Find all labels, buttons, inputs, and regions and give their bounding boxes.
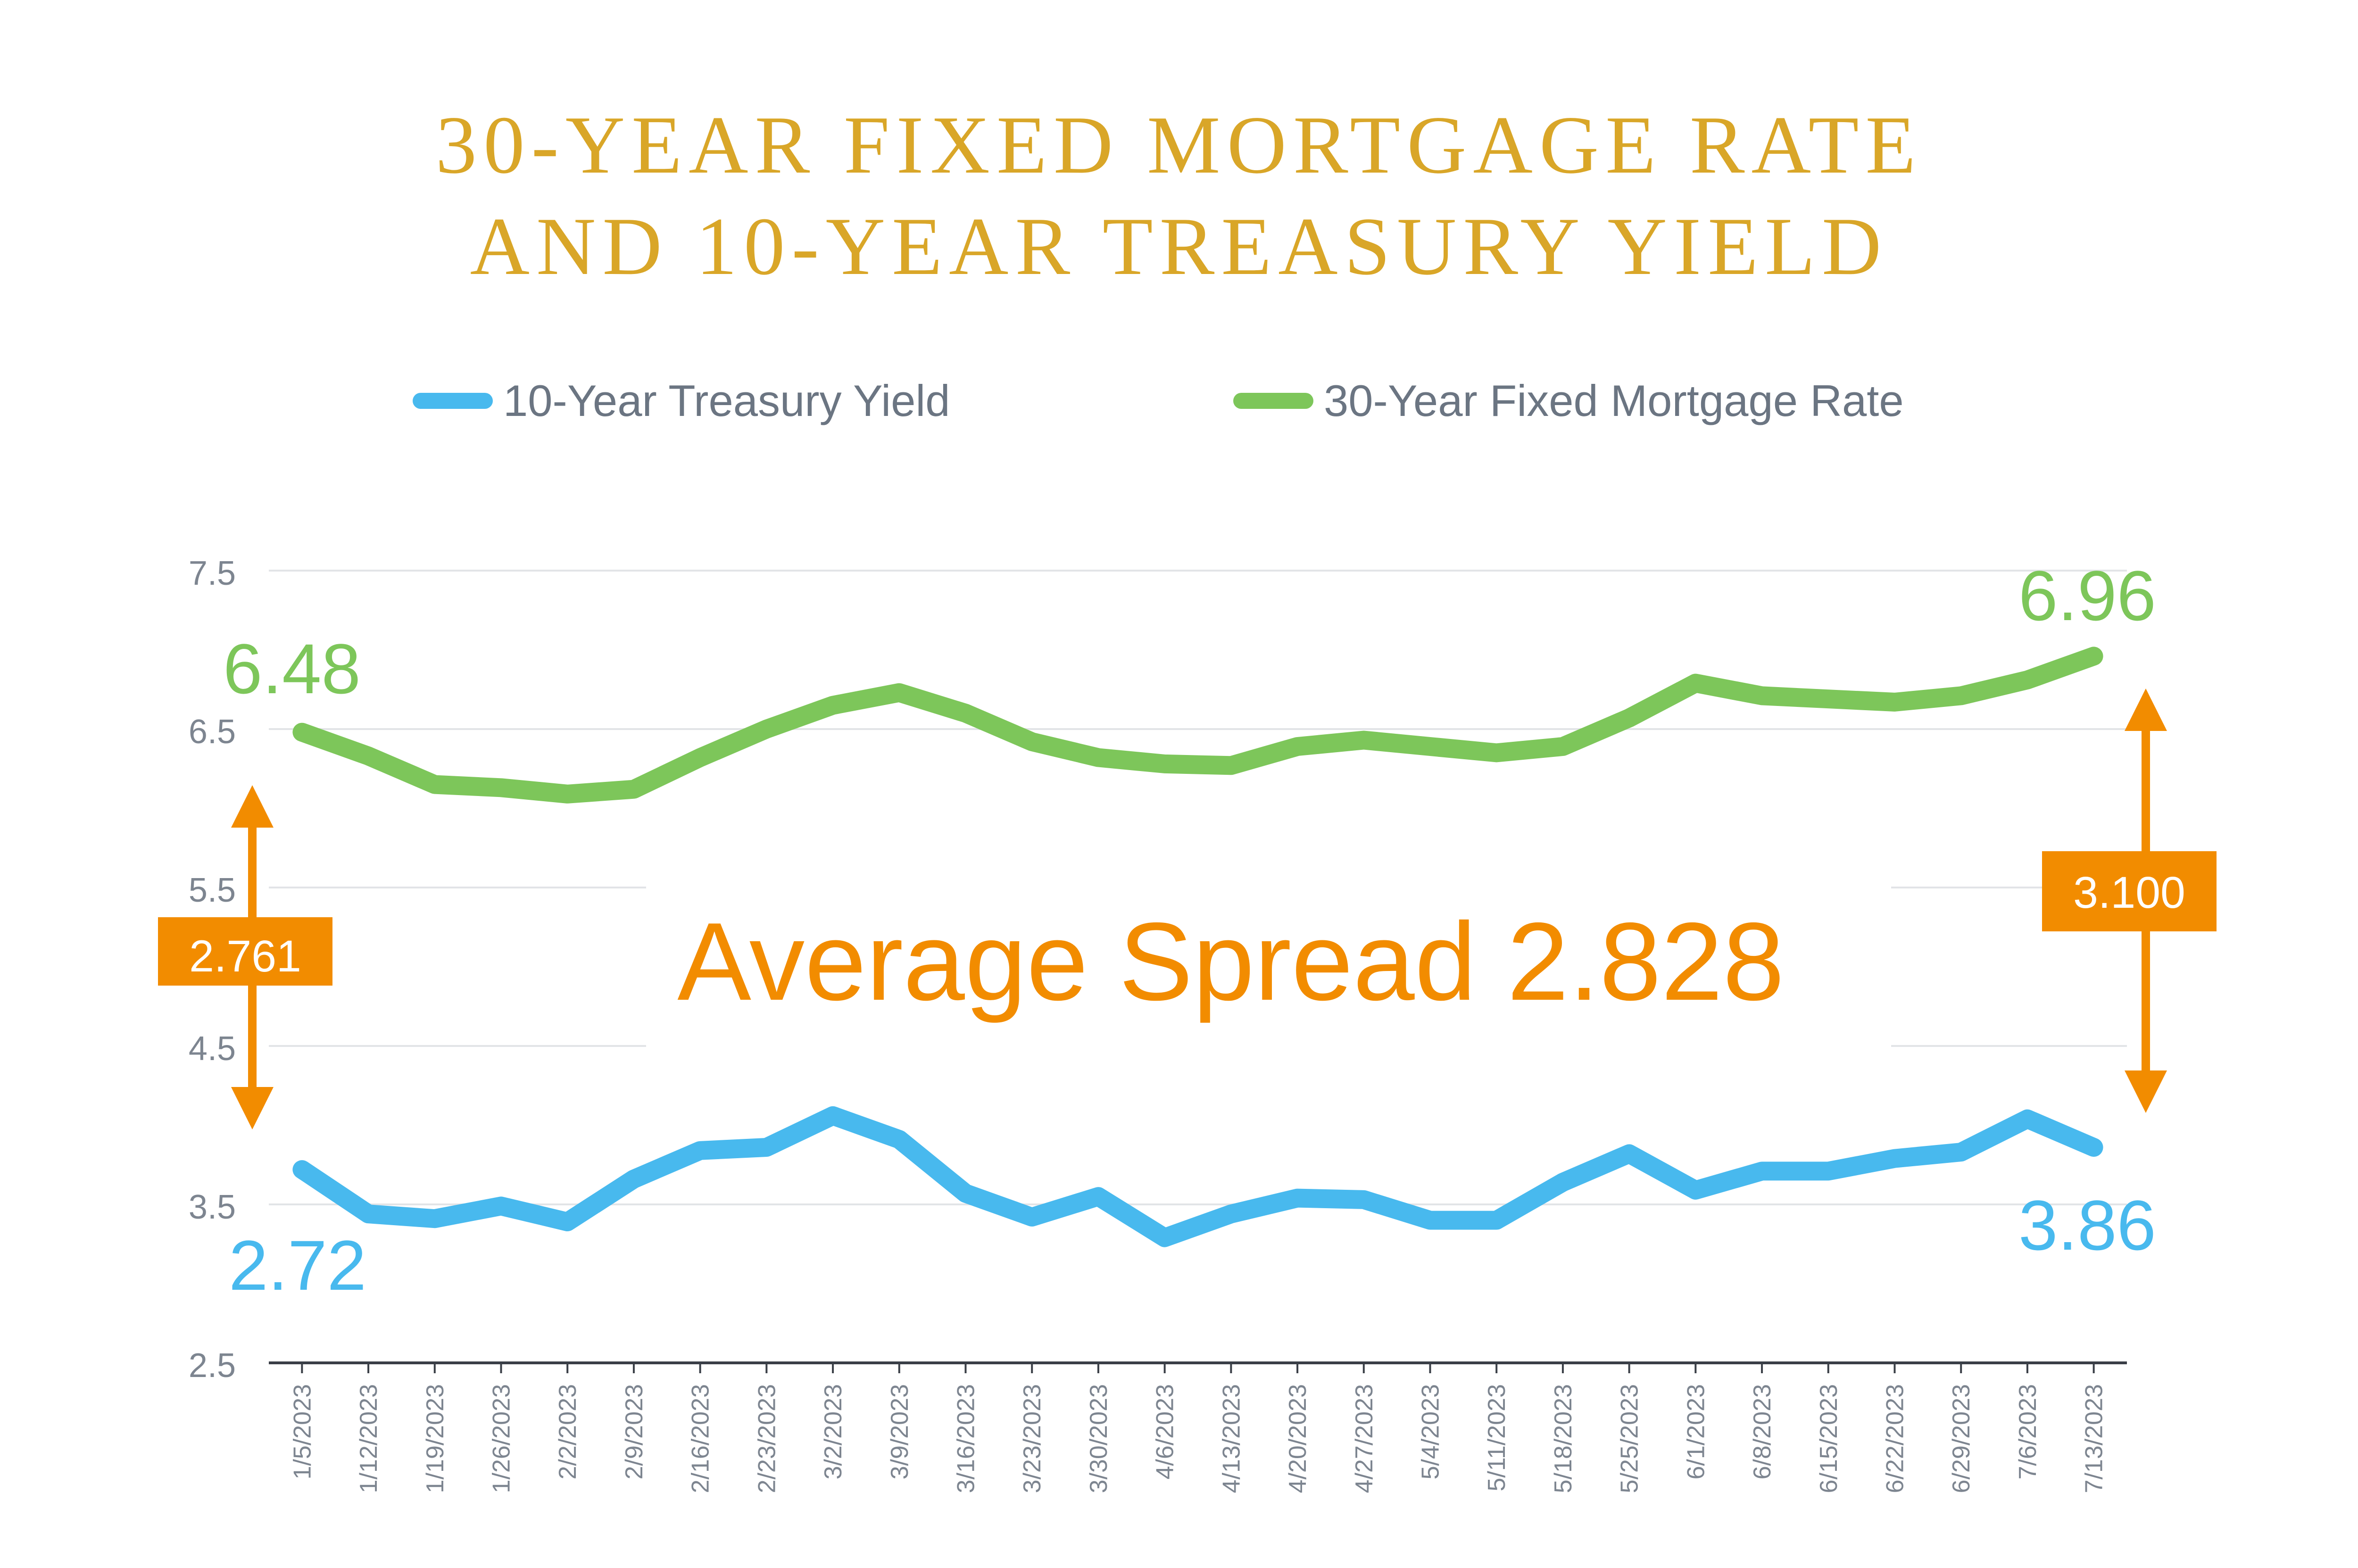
x-tick-label: 7/13/2023 (2081, 1384, 2108, 1493)
mortgage-start-label: 6.48 (223, 629, 361, 708)
x-tick-label: 6/1/2023 (1682, 1384, 1710, 1479)
x-tick-label: 3/30/2023 (1085, 1384, 1113, 1493)
spread-box-left-label: 2.761 (189, 931, 301, 981)
average-spread-label: Average Spread 2.828 (677, 899, 1784, 1023)
legend-label-mortgage: 30-Year Fixed Mortgage Rate (1324, 376, 1904, 425)
x-tick-label: 6/29/2023 (1948, 1384, 1975, 1493)
x-tick-label: 1/19/2023 (422, 1384, 449, 1493)
chart-title: 30-YEAR FIXED MORTGAGE RATE AND 10-YEAR … (0, 94, 2358, 297)
x-tick-label: 4/13/2023 (1218, 1384, 1245, 1493)
x-tick-label: 2/2/2023 (554, 1384, 581, 1479)
x-tick-label: 4/20/2023 (1284, 1384, 1312, 1493)
legend-item-treasury: 10-Year Treasury Yield (413, 373, 950, 429)
x-tick-label: 3/9/2023 (886, 1384, 913, 1479)
title-line-1: 30-YEAR FIXED MORTGAGE RATE (435, 99, 1923, 191)
y-tick-label: 3.5 (189, 1188, 236, 1226)
y-tick-label: 7.5 (189, 555, 236, 592)
x-tick-label: 3/2/2023 (820, 1384, 847, 1479)
x-tick-label: 7/6/2023 (2014, 1384, 2042, 1479)
average-spread-backing (646, 875, 1891, 1047)
y-tick-label: 6.5 (189, 713, 236, 751)
x-tick-label: 6/8/2023 (1749, 1384, 1776, 1479)
x-tick-label: 5/25/2023 (1616, 1384, 1644, 1493)
spread-box-left (158, 917, 332, 986)
x-tick-label: 1/5/2023 (289, 1384, 316, 1479)
spread-box-right-label: 3.100 (2073, 868, 2185, 918)
x-tick-label: 4/27/2023 (1351, 1384, 1378, 1493)
legend: 10-Year Treasury Yield 30-Year Fixed Mor… (0, 373, 2358, 429)
legend-swatch-mortgage (1233, 393, 1313, 409)
legend-label-treasury: 10-Year Treasury Yield (503, 376, 950, 425)
x-tick-label: 4/6/2023 (1152, 1384, 1179, 1479)
spread-box-right (2042, 851, 2217, 931)
treasury-yield-line (292, 1106, 2103, 1247)
y-tick-label: 2.5 (189, 1347, 236, 1385)
x-tick-label: 2/23/2023 (753, 1384, 780, 1493)
x-tick-label: 1/12/2023 (355, 1384, 382, 1493)
x-tick-label: 5/11/2023 (1483, 1384, 1511, 1491)
x-tick-label: 3/23/2023 (1019, 1384, 1046, 1493)
x-tick-label: 6/15/2023 (1815, 1384, 1843, 1493)
y-tick-label: 4.5 (189, 1030, 236, 1068)
x-tick-label: 6/22/2023 (1882, 1384, 1909, 1493)
legend-item-mortgage: 30-Year Fixed Mortgage Rate (1233, 373, 1904, 429)
x-tick-label: 2/16/2023 (687, 1384, 714, 1493)
title-line-2: AND 10-YEAR TREASURY YIELD (470, 200, 1888, 292)
y-tick-label: 5.5 (189, 871, 236, 909)
x-tick-label: 1/26/2023 (488, 1384, 515, 1493)
x-tick-label: 2/9/2023 (621, 1384, 648, 1479)
x-tick-label: 5/4/2023 (1417, 1384, 1445, 1479)
legend-swatch-treasury (413, 393, 493, 409)
treasury-end-label: 3.86 (2018, 1186, 2156, 1265)
mortgage-end-label: 6.96 (2018, 556, 2156, 635)
mortgage-rate-line (292, 647, 2103, 804)
x-tick-label: 3/16/2023 (953, 1384, 980, 1493)
treasury-start-label: 2.72 (229, 1226, 366, 1305)
x-tick-label: 5/18/2023 (1550, 1384, 1577, 1493)
